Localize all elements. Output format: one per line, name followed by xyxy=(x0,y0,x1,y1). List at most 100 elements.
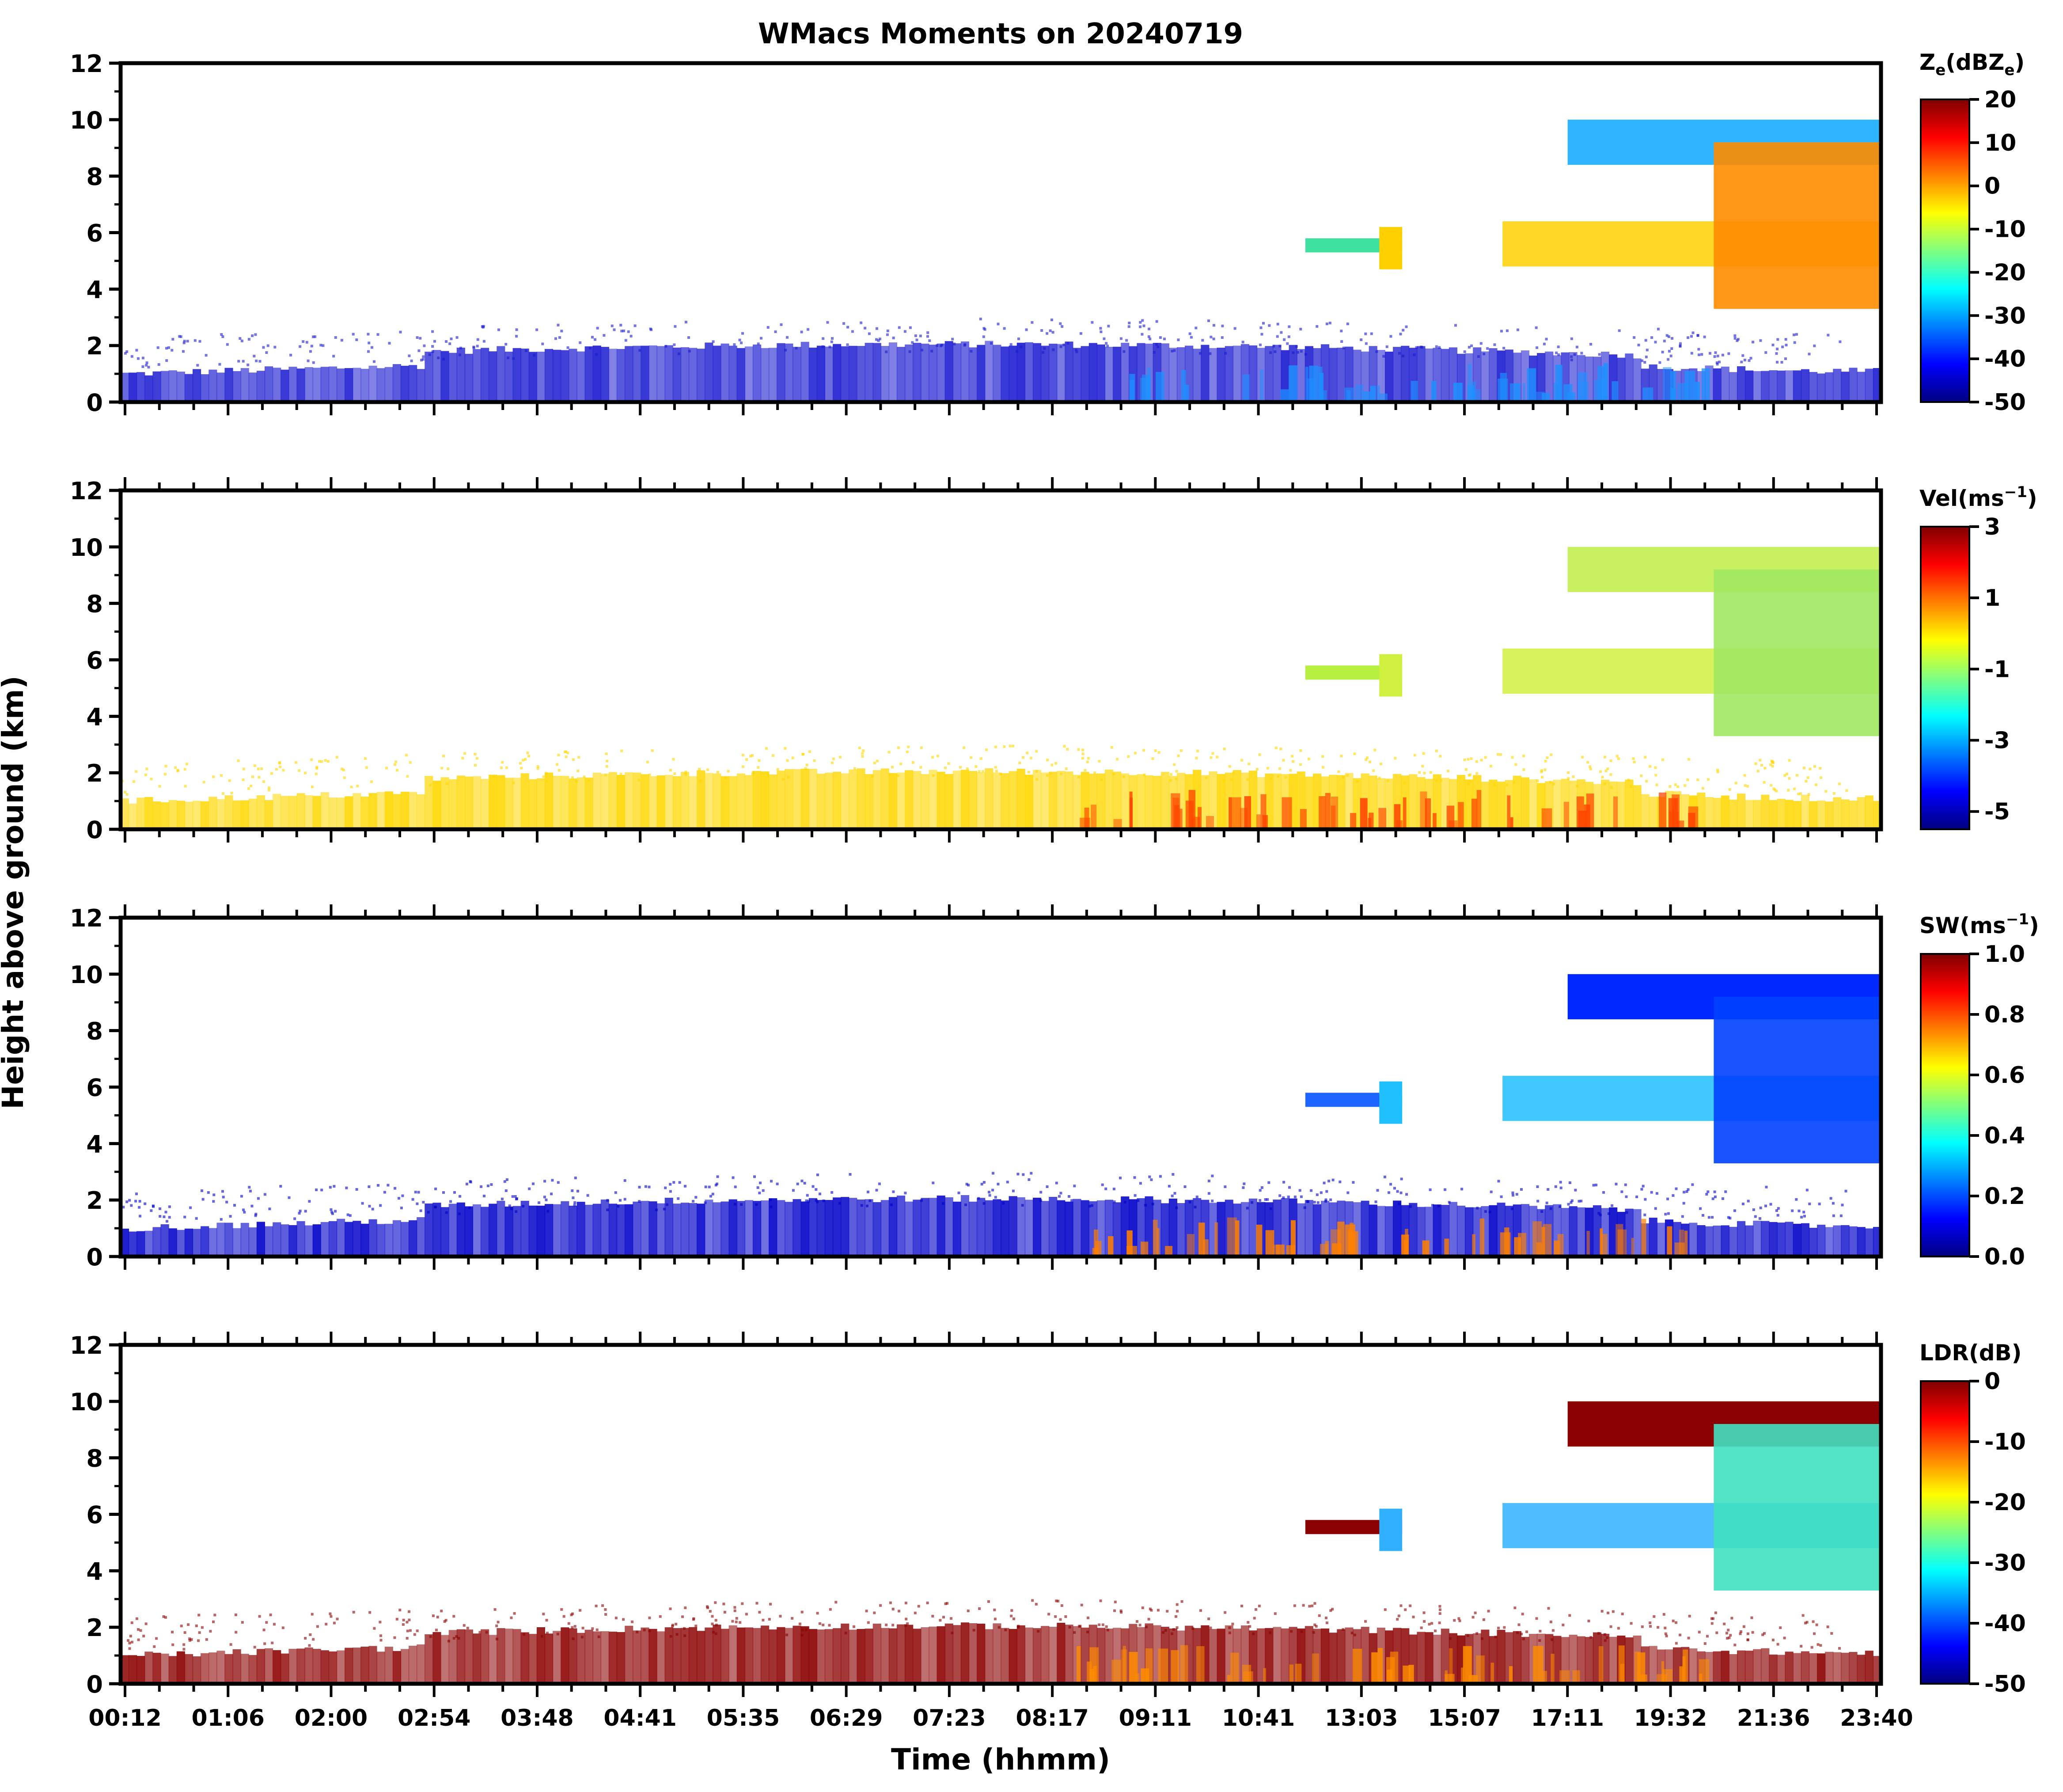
spectrum-width-boundary-layer-echo xyxy=(1849,1226,1858,1257)
reflectivity-boundary-layer-echo xyxy=(617,349,626,402)
reflectivity-speckle xyxy=(926,335,929,338)
ldr-x-tick-label: 19:32 xyxy=(1634,1705,1707,1731)
spectrum-width-boundary-layer-echo xyxy=(1041,1201,1050,1257)
velocity-speckle xyxy=(1196,749,1199,752)
spectrum-width-speckle xyxy=(1839,1214,1843,1217)
velocity-boundary-layer-core xyxy=(1191,816,1200,829)
velocity-speckle xyxy=(295,761,297,764)
spectrum-width-boundary-layer-echo xyxy=(1081,1200,1089,1257)
spectrum-width-boundary-layer-echo xyxy=(761,1200,770,1257)
velocity-colorbar-tick-label: 3 xyxy=(1984,514,2000,540)
spectrum-width-speckle xyxy=(1752,1208,1755,1211)
spectrum-width-speckle xyxy=(1672,1194,1675,1197)
ldr-speckle xyxy=(1481,1637,1483,1640)
velocity-speckle xyxy=(1322,766,1324,769)
spectrum-width-speckle xyxy=(822,1199,825,1202)
spectrum-width-boundary-layer-echo xyxy=(376,1224,385,1257)
velocity-speckle xyxy=(1403,781,1406,784)
ldr-speckle xyxy=(711,1615,714,1618)
spectrum-width-speckle xyxy=(716,1182,719,1185)
velocity-boundary-layer-core xyxy=(1256,814,1261,829)
velocity-speckle xyxy=(771,754,774,757)
figure-title: WMacs Moments on 20240719 xyxy=(758,18,1243,50)
reflectivity-boundary-layer-echo xyxy=(1273,345,1282,402)
velocity-speckle xyxy=(1552,782,1555,786)
velocity-speckle xyxy=(1655,783,1658,786)
reflectivity-boundary-layer-echo xyxy=(1016,342,1025,402)
reflectivity-speckle xyxy=(1570,355,1573,358)
reflectivity-boundary-layer-echo xyxy=(664,345,673,402)
spectrum-width-speckle xyxy=(1028,1178,1031,1181)
ldr-boundary-layer-core xyxy=(1490,1663,1494,1684)
velocity-speckle xyxy=(474,753,477,756)
spectrum-width-speckle xyxy=(1139,1182,1142,1185)
velocity-speckle xyxy=(174,766,177,769)
spectrum-width-boundary-layer-core xyxy=(1345,1224,1355,1257)
reflectivity-speckle xyxy=(334,336,337,339)
ldr-colorbar-tick-label: 0 xyxy=(1984,1368,2000,1395)
spectrum-width-speckle xyxy=(166,1220,168,1223)
ldr-speckle xyxy=(155,1637,158,1640)
ldr-speckle xyxy=(904,1602,907,1605)
ldr-speckle xyxy=(435,1629,438,1632)
ldr-speckle xyxy=(1783,1636,1786,1640)
spectrum-width-speckle xyxy=(422,1201,425,1204)
spectrum-width-boundary-layer-echo xyxy=(744,1200,753,1257)
ldr-speckle xyxy=(873,1611,876,1614)
spectrum-width-speckle xyxy=(890,1203,893,1206)
velocity-speckle xyxy=(1112,772,1115,775)
ldr-boundary-layer-core xyxy=(1171,1650,1179,1684)
velocity-speckle xyxy=(1299,763,1302,766)
spectrum-width-boundary-layer-echo xyxy=(121,1228,129,1257)
spectrum-width-speckle xyxy=(860,1204,863,1207)
velocity-boundary-layer-echo xyxy=(504,778,513,829)
ldr-speckle xyxy=(1055,1599,1058,1602)
velocity-speckle xyxy=(1195,756,1198,759)
ldr-speckle xyxy=(951,1632,954,1635)
reflectivity-speckle xyxy=(1224,352,1227,355)
reflectivity-speckle xyxy=(664,345,667,348)
velocity-speckle xyxy=(1282,759,1285,762)
spectrum-width-speckle xyxy=(574,1177,577,1180)
ldr-boundary-layer-echo xyxy=(625,1625,633,1684)
ldr-speckle xyxy=(1606,1636,1609,1639)
ldr-speckle xyxy=(197,1614,201,1617)
velocity-speckle xyxy=(1035,750,1038,753)
velocity-boundary-layer-echo xyxy=(1705,797,1714,829)
velocity-speckle xyxy=(125,793,129,796)
velocity-speckle xyxy=(801,753,804,756)
spectrum-width-speckle xyxy=(1393,1187,1396,1190)
ldr-speckle xyxy=(1649,1621,1652,1625)
reflectivity-speckle xyxy=(367,350,370,353)
velocity-speckle xyxy=(791,756,794,759)
ldr-boundary-layer-echo xyxy=(1729,1654,1737,1684)
reflectivity-speckle xyxy=(860,321,863,324)
spectrum-width-speckle xyxy=(315,1188,318,1192)
ldr-speckle xyxy=(714,1619,717,1622)
spectrum-width-speckle xyxy=(666,1203,669,1206)
ldr-speckle xyxy=(1037,1630,1040,1633)
spectrum-width-speckle xyxy=(1775,1209,1778,1212)
reflectivity-speckle xyxy=(1015,350,1018,353)
velocity-boundary-layer-echo xyxy=(1121,773,1130,829)
velocity-speckle xyxy=(133,780,135,783)
ldr-boundary-layer-echo xyxy=(224,1654,233,1684)
reflectivity-boundary-layer-echo xyxy=(1713,368,1722,402)
velocity-speckle xyxy=(1669,785,1672,788)
velocity-boundary-layer-echo xyxy=(608,772,617,829)
spectrum-width-speckle xyxy=(756,1186,759,1189)
reflectivity-speckle xyxy=(920,349,923,352)
spectrum-width-speckle xyxy=(769,1198,772,1201)
velocity-speckle xyxy=(1799,792,1802,795)
reflectivity-boundary-layer-core xyxy=(1578,382,1589,402)
ldr-boundary-layer-echo xyxy=(865,1629,873,1684)
ldr-boundary-layer-core xyxy=(1657,1674,1667,1684)
spectrum-width-boundary-layer-echo xyxy=(129,1231,137,1257)
velocity-boundary-layer-echo xyxy=(1073,775,1081,829)
velocity-boundary-layer-echo xyxy=(753,771,762,829)
ldr-boundary-layer-echo xyxy=(473,1633,482,1684)
spectrum-width-boundary-layer-echo xyxy=(425,1204,433,1257)
reflectivity-speckle xyxy=(1741,354,1744,357)
spectrum-width-speckle xyxy=(1832,1202,1835,1205)
reflectivity-speckle xyxy=(997,323,1000,326)
